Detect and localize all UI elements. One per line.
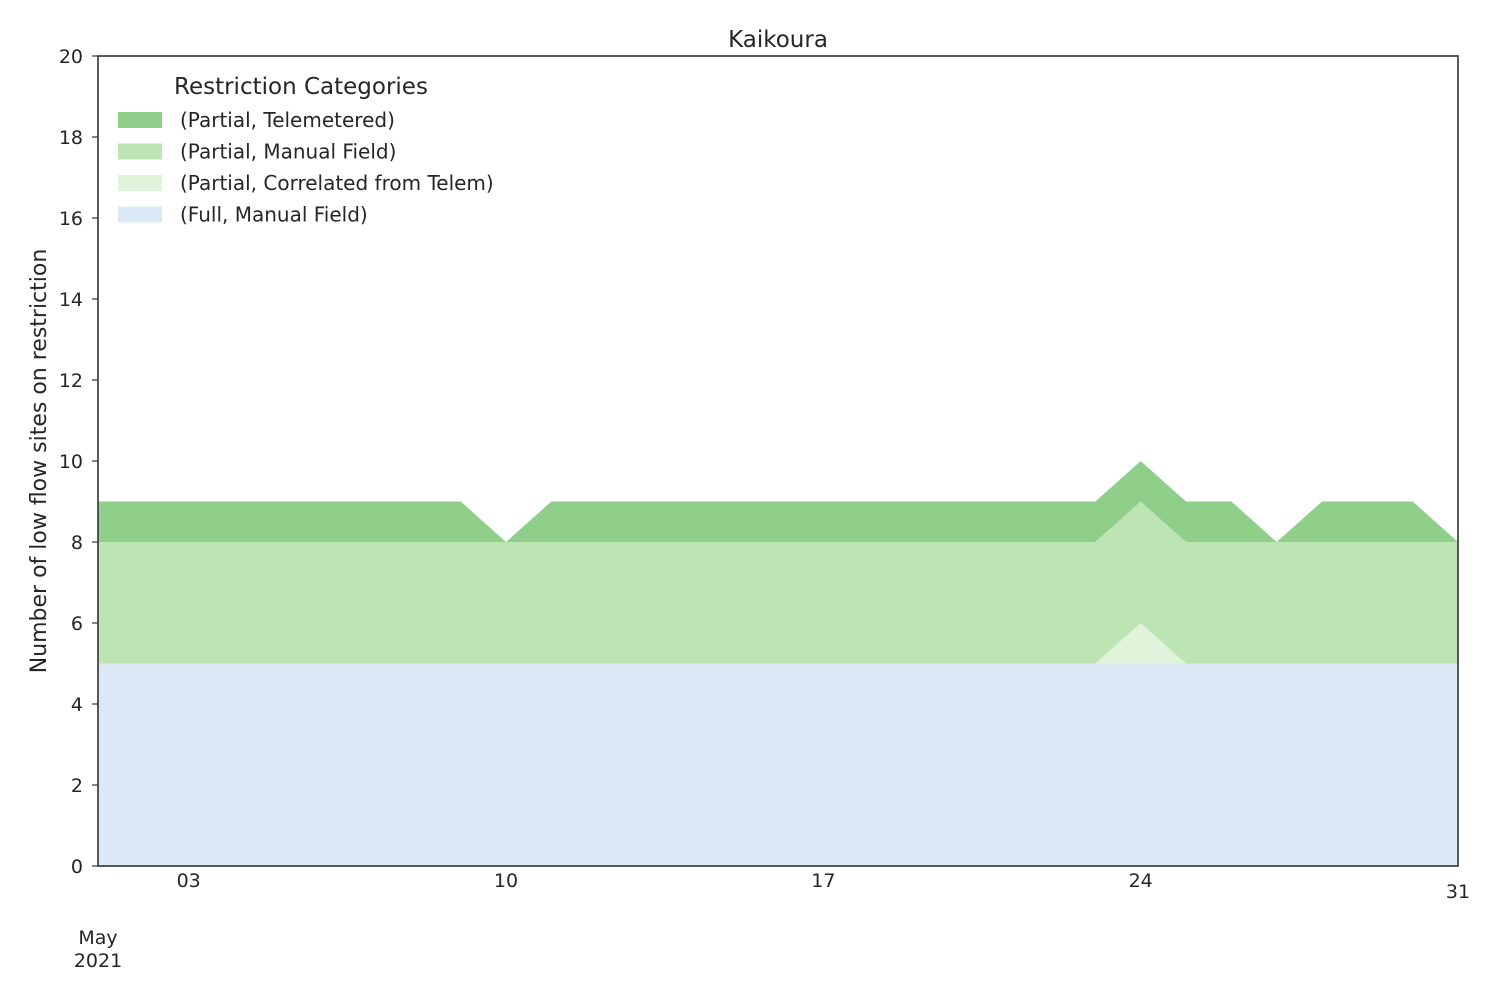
legend-swatch: [118, 206, 162, 223]
area-series-0: [98, 663, 1458, 866]
legend-swatch: [118, 175, 162, 191]
y-tick-label: 0: [71, 856, 83, 878]
y-tick-label: 14: [59, 289, 83, 311]
y-tick-label: 6: [71, 613, 83, 635]
x-tick-label: 10: [494, 870, 518, 892]
legend-entry-label: (Partial, Telemetered): [180, 108, 395, 132]
areas-layer: [98, 461, 1458, 866]
y-tick-label: 16: [59, 208, 83, 230]
x-tick-label: 24: [1129, 870, 1153, 892]
legend-entry-label: (Partial, Correlated from Telem): [180, 171, 494, 195]
y-tick-label: 18: [59, 127, 83, 149]
area-series-1: [98, 623, 1458, 664]
x-tick-label: May: [78, 927, 117, 949]
legend: Restriction Categories (Partial, Telemet…: [118, 74, 494, 227]
y-tick-label: 10: [59, 451, 83, 473]
x-tick-label: 03: [177, 870, 201, 892]
y-tick-label: 12: [59, 370, 83, 392]
y-tick-label: 8: [71, 532, 83, 554]
x-tick-label: 31: [1446, 881, 1470, 903]
x-tick-sublabel: 2021: [74, 950, 122, 972]
legend-swatch: [118, 143, 162, 160]
legend-entry-label: (Full, Manual Field): [180, 203, 368, 227]
legend-title: Restriction Categories: [174, 74, 428, 100]
chart-title: Kaikoura: [728, 27, 828, 53]
legend-swatch: [118, 112, 162, 128]
y-tick-label: 20: [59, 46, 83, 68]
x-tick-label: 17: [811, 870, 835, 892]
y-axis: 0 2 4 6 8 10 12 14 16 18 20: [59, 46, 98, 878]
area-series-3: [98, 461, 1458, 542]
legend-entry-label: (Partial, Manual Field): [180, 140, 396, 164]
y-tick-label: 4: [71, 694, 83, 716]
y-tick-label: 2: [71, 775, 83, 797]
y-axis-label: Number of low flow sites on restriction: [27, 249, 52, 674]
